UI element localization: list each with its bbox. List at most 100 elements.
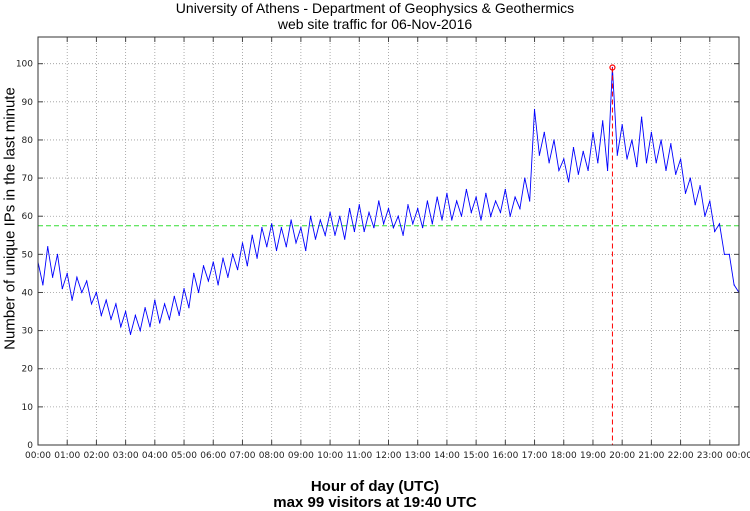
data-point: [665, 169, 667, 172]
x-tick-label: 09:00: [288, 451, 314, 461]
x-tick-label: 10:00: [317, 451, 343, 461]
data-point: [460, 215, 463, 217]
data-point: [728, 253, 730, 255]
data-point: [329, 211, 331, 214]
data-point: [198, 291, 200, 294]
data-point: [86, 280, 88, 282]
data-point: [509, 215, 511, 217]
data-point: [154, 299, 156, 301]
data-point: [120, 326, 122, 328]
data-point: [587, 169, 589, 172]
data-point: [514, 196, 516, 198]
data-point: [538, 154, 541, 156]
x-tick-label: 20:00: [609, 451, 635, 461]
data-point: [344, 238, 346, 240]
data-point: [202, 265, 205, 267]
data-point: [704, 215, 706, 217]
data-point: [636, 166, 638, 168]
data-point: [285, 246, 287, 248]
data-point: [95, 291, 98, 294]
data-point: [456, 200, 458, 202]
y-tick-label: 50: [22, 250, 34, 260]
x-tick-label: 14:00: [434, 451, 460, 461]
y-tick-label: 0: [27, 441, 33, 451]
data-point: [597, 162, 599, 164]
data-point: [256, 257, 258, 259]
data-point: [178, 314, 180, 316]
data-point: [407, 204, 409, 206]
data-point: [699, 185, 701, 187]
data-point: [543, 131, 545, 133]
data-point: [42, 284, 44, 286]
data-point: [626, 158, 628, 160]
y-tick-label: 70: [22, 174, 34, 184]
data-point: [76, 276, 78, 278]
data-point: [475, 196, 477, 198]
data-point: [275, 249, 278, 252]
x-tick-label: 11:00: [346, 451, 372, 461]
data-point: [402, 234, 404, 236]
data-point: [368, 211, 370, 214]
y-tick-label: 20: [22, 365, 34, 375]
data-point: [499, 211, 502, 214]
data-point: [733, 284, 735, 286]
y-tick-label: 90: [22, 98, 34, 108]
data-point: [470, 211, 472, 214]
data-point: [451, 219, 453, 221]
x-tick-label: 05:00: [171, 451, 197, 461]
data-point: [655, 162, 657, 164]
data-point: [592, 131, 594, 133]
data-point: [431, 223, 433, 225]
data-point: [602, 120, 604, 122]
data-point: [71, 299, 73, 301]
data-point: [533, 108, 536, 111]
x-tick-label: 02:00: [83, 451, 109, 461]
data-point: [134, 314, 136, 316]
data-point: [480, 219, 482, 221]
data-point: [246, 265, 248, 267]
data-point: [236, 268, 239, 271]
data-point: [436, 196, 438, 198]
data-point: [392, 227, 394, 229]
y-tick-label: 100: [16, 60, 33, 70]
data-point: [305, 249, 307, 252]
data-point: [529, 200, 531, 202]
data-point: [339, 215, 341, 217]
data-point: [241, 242, 244, 244]
data-point: [714, 230, 716, 233]
data-point: [348, 207, 351, 210]
x-tick-label: 16:00: [492, 451, 518, 461]
data-point: [694, 204, 696, 206]
plot-frame: [37, 36, 740, 446]
data-point: [149, 326, 151, 328]
data-point: [577, 173, 579, 175]
data-point: [207, 280, 209, 282]
data-point: [465, 188, 467, 191]
data-point: [441, 219, 443, 221]
x-tick-label: 18:00: [551, 451, 577, 461]
data-point: [115, 303, 117, 305]
data-point: [631, 139, 633, 141]
data-point: [684, 192, 687, 194]
data-point: [548, 162, 550, 164]
data-point: [227, 276, 229, 278]
visitors-series-line: [37, 67, 740, 335]
data-point: [485, 192, 487, 194]
data-point: [66, 272, 68, 275]
data-point: [689, 177, 691, 179]
x-tick-label: 22:00: [668, 451, 694, 461]
data-point: [61, 288, 63, 290]
data-point: [125, 310, 127, 313]
data-point: [56, 253, 59, 255]
data-point: [222, 257, 224, 259]
y-tick-label: 80: [22, 136, 34, 146]
data-point: [412, 223, 414, 225]
data-point: [139, 330, 141, 332]
y-tick-label: 60: [22, 212, 34, 222]
data-point: [558, 169, 560, 172]
data-point: [490, 215, 492, 217]
data-point: [426, 200, 429, 202]
data-point: [168, 318, 171, 320]
data-point: [519, 207, 521, 210]
data-point: [300, 227, 302, 229]
